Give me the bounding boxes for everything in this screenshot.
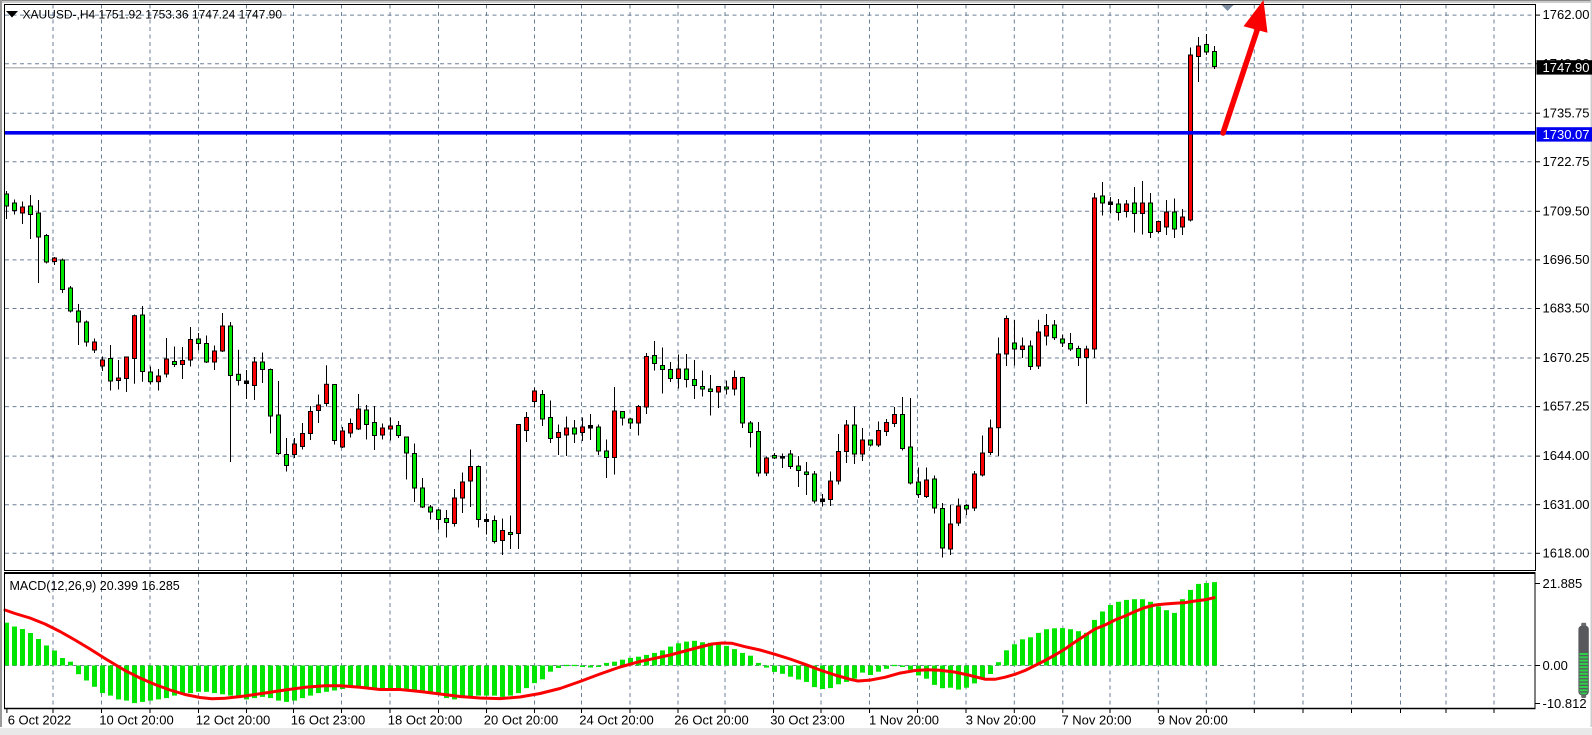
svg-text:1730.07: 1730.07 xyxy=(1543,127,1590,142)
svg-text:3 Nov 20:00: 3 Nov 20:00 xyxy=(966,713,1036,728)
svg-text:-10.812: -10.812 xyxy=(1543,696,1587,711)
svg-text:9 Nov 20:00: 9 Nov 20:00 xyxy=(1158,713,1228,728)
svg-text:16 Oct 23:00: 16 Oct 23:00 xyxy=(291,713,365,728)
svg-text:XAUUSD-,H4 1751.92 1753.36 17: XAUUSD-,H4 1751.92 1753.36 1747.24 1747.… xyxy=(23,8,283,22)
svg-text:1735.75: 1735.75 xyxy=(1543,105,1590,120)
svg-text:0.00: 0.00 xyxy=(1543,658,1568,673)
svg-text:1631.00: 1631.00 xyxy=(1543,497,1590,512)
svg-text:1670.25: 1670.25 xyxy=(1543,350,1590,365)
svg-text:10 Oct 20:00: 10 Oct 20:00 xyxy=(99,713,173,728)
svg-text:26 Oct 20:00: 26 Oct 20:00 xyxy=(674,713,748,728)
svg-text:1709.50: 1709.50 xyxy=(1543,203,1590,218)
svg-text:1747.90: 1747.90 xyxy=(1543,60,1590,75)
svg-text:1762.00: 1762.00 xyxy=(1543,7,1590,22)
svg-text:1644.00: 1644.00 xyxy=(1543,448,1590,463)
svg-text:1683.50: 1683.50 xyxy=(1543,301,1590,316)
svg-text:MACD(12,26,9) 20.399 16.285: MACD(12,26,9) 20.399 16.285 xyxy=(10,579,180,593)
svg-text:1657.25: 1657.25 xyxy=(1543,399,1590,414)
svg-text:1722.75: 1722.75 xyxy=(1543,154,1590,169)
svg-text:6 Oct 2022: 6 Oct 2022 xyxy=(8,713,72,728)
svg-text:1 Nov 20:00: 1 Nov 20:00 xyxy=(869,713,939,728)
svg-text:7 Nov 20:00: 7 Nov 20:00 xyxy=(1061,713,1131,728)
svg-text:21.885: 21.885 xyxy=(1543,576,1583,591)
svg-text:1618.00: 1618.00 xyxy=(1543,545,1590,560)
svg-text:20 Oct 20:00: 20 Oct 20:00 xyxy=(484,713,558,728)
svg-text:24 Oct 20:00: 24 Oct 20:00 xyxy=(579,713,653,728)
svg-text:1696.50: 1696.50 xyxy=(1543,252,1590,267)
svg-text:18 Oct 20:00: 18 Oct 20:00 xyxy=(388,713,462,728)
svg-text:30 Oct 23:00: 30 Oct 23:00 xyxy=(770,713,844,728)
svg-text:12 Oct 20:00: 12 Oct 20:00 xyxy=(196,713,270,728)
